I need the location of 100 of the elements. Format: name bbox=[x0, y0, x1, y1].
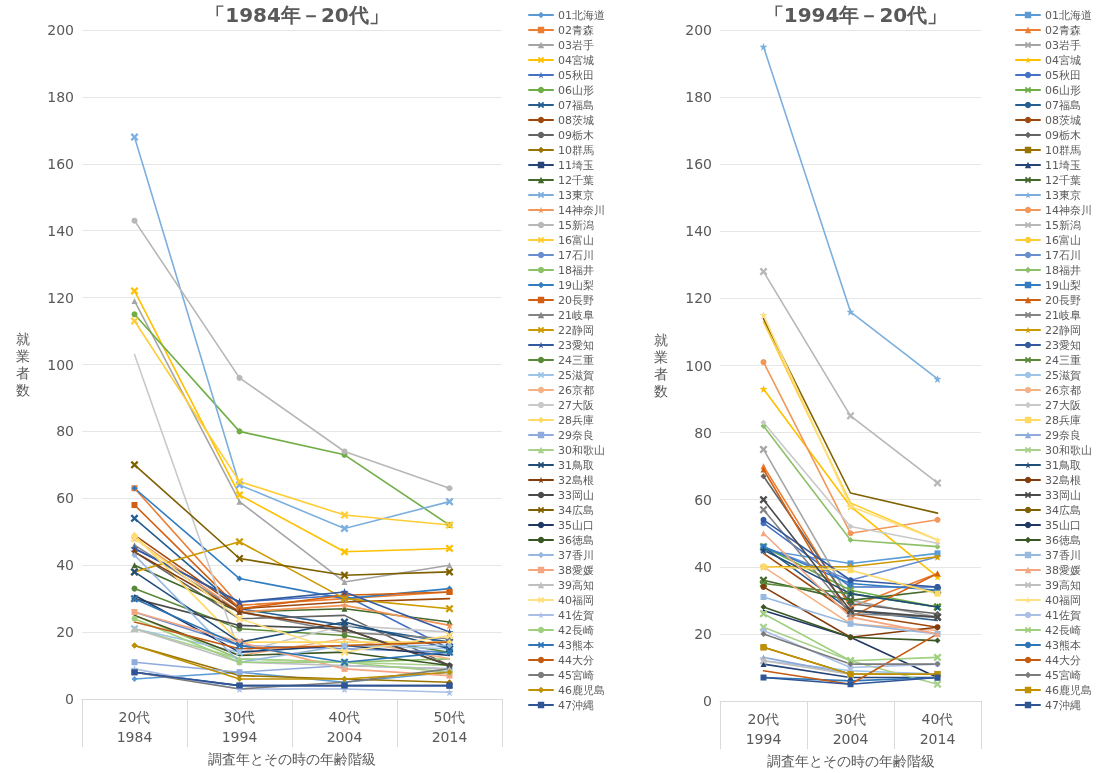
legend-label: 03岩手 bbox=[558, 38, 594, 52]
chart-title: 「1994年－20代」 bbox=[763, 3, 948, 27]
legend-label: 45宮崎 bbox=[1045, 668, 1081, 682]
legend-label: 18福井 bbox=[558, 263, 594, 277]
legend-label: 28兵庫 bbox=[1045, 413, 1081, 427]
legend-label: 01北海道 bbox=[558, 8, 605, 22]
y-axis-title: 就業者数 bbox=[654, 332, 668, 399]
y-tick-label: 180 bbox=[47, 88, 74, 105]
legend-label: 47沖縄 bbox=[1045, 698, 1081, 712]
y-tick-label: 0 bbox=[703, 693, 712, 709]
legend-label: 03岩手 bbox=[1045, 38, 1081, 52]
legend-label: 10群馬 bbox=[1045, 143, 1081, 157]
legend-label: 44大分 bbox=[1045, 653, 1081, 667]
legend-label: 38愛媛 bbox=[1045, 563, 1081, 577]
legend-label: 07福島 bbox=[1045, 98, 1081, 112]
legend-label: 02青森 bbox=[1045, 23, 1081, 37]
legend-label: 34広島 bbox=[558, 503, 594, 517]
y-tick-label: 60 bbox=[694, 491, 712, 508]
legend-label: 20長野 bbox=[558, 293, 594, 307]
legend-label: 22静岡 bbox=[558, 323, 594, 337]
legend-label: 35山口 bbox=[1045, 518, 1081, 532]
x-tick-label: 20代 1994 bbox=[745, 711, 782, 747]
y-tick-label: 160 bbox=[47, 155, 74, 172]
legend-label: 36徳島 bbox=[558, 533, 594, 547]
legend-label: 19山梨 bbox=[1045, 278, 1081, 292]
y-tick-label: 40 bbox=[56, 557, 74, 574]
y-axis-title: 就業者数 bbox=[16, 331, 30, 398]
y-tick-label: 20 bbox=[694, 625, 712, 642]
legend-label: 32島根 bbox=[1045, 473, 1081, 487]
legend-label: 34広島 bbox=[1045, 503, 1081, 517]
y-tick-label: 100 bbox=[47, 356, 74, 373]
legend-label: 24三重 bbox=[1045, 353, 1081, 367]
legend-label: 27大阪 bbox=[1045, 398, 1081, 412]
y-tick-label: 80 bbox=[56, 423, 74, 440]
legend-label: 26京都 bbox=[558, 383, 594, 397]
legend-label: 12千葉 bbox=[558, 173, 594, 187]
legend-label: 31鳥取 bbox=[558, 458, 594, 472]
y-tick-label: 100 bbox=[685, 357, 712, 374]
legend-label: 14神奈川 bbox=[1045, 203, 1092, 217]
legend-label: 33岡山 bbox=[558, 488, 594, 502]
legend-label: 46鹿児島 bbox=[1045, 683, 1092, 697]
legend-label: 42長崎 bbox=[558, 623, 594, 637]
x-tick-label: 40代 2014 bbox=[919, 711, 956, 747]
legend-label: 14神奈川 bbox=[558, 203, 605, 217]
legend-label: 28兵庫 bbox=[558, 413, 594, 427]
x-tick-label: 20代 1984 bbox=[116, 709, 153, 745]
x-axis-title: 調査年とその時の年齢階級 bbox=[766, 752, 935, 769]
legend-label: 04宮城 bbox=[1045, 53, 1081, 67]
y-tick-label: 200 bbox=[47, 22, 74, 38]
legend-label: 20長野 bbox=[1045, 293, 1081, 307]
legend-label: 08茨城 bbox=[558, 113, 594, 127]
legend-label: 25滋賀 bbox=[1045, 368, 1081, 382]
x-tick-label: 30代 1994 bbox=[221, 709, 258, 745]
legend-label: 39高知 bbox=[1045, 578, 1081, 592]
legend-label: 06山形 bbox=[558, 83, 594, 97]
legend-label: 24三重 bbox=[558, 353, 594, 367]
legend-label: 09栃木 bbox=[558, 128, 594, 142]
y-tick-label: 180 bbox=[685, 89, 712, 106]
y-tick-label: 200 bbox=[685, 22, 712, 38]
legend-label: 06山形 bbox=[1045, 83, 1081, 97]
legend-label: 26京都 bbox=[1045, 383, 1081, 397]
legend-label: 10群馬 bbox=[558, 143, 594, 157]
legend-label: 35山口 bbox=[558, 518, 594, 532]
legend-label: 30和歌山 bbox=[1045, 443, 1092, 457]
legend-label: 37香川 bbox=[1045, 548, 1081, 562]
y-tick-label: 0 bbox=[65, 691, 74, 707]
x-axis-title: 調査年とその時の年齢階級 bbox=[208, 750, 376, 767]
legend-label: 07福島 bbox=[558, 98, 594, 112]
y-tick-label: 60 bbox=[56, 490, 74, 507]
y-tick-label: 160 bbox=[685, 156, 712, 173]
legend-label: 44大分 bbox=[558, 653, 594, 667]
y-tick-label: 20 bbox=[56, 624, 74, 641]
legend-label: 17石川 bbox=[558, 248, 594, 262]
legend-label: 31鳥取 bbox=[1045, 458, 1081, 472]
legend-label: 04宮城 bbox=[558, 53, 594, 67]
legend-label: 29奈良 bbox=[1045, 428, 1081, 442]
legend-label: 42長崎 bbox=[1045, 623, 1081, 637]
legend-label: 09栃木 bbox=[1045, 128, 1081, 142]
legend-label: 37香川 bbox=[558, 548, 594, 562]
y-tick-label: 120 bbox=[47, 289, 74, 306]
legend-label: 46鹿児島 bbox=[558, 683, 605, 697]
legend-label: 08茨城 bbox=[1045, 113, 1081, 127]
legend-label: 21岐阜 bbox=[558, 308, 594, 322]
legend-label: 16富山 bbox=[558, 233, 594, 247]
legend-label: 01北海道 bbox=[1045, 8, 1092, 22]
legend-label: 13東京 bbox=[1045, 188, 1081, 202]
legend-label: 17石川 bbox=[1045, 248, 1081, 262]
legend-label: 45宮崎 bbox=[558, 668, 594, 682]
x-tick-label: 50代 2014 bbox=[431, 709, 468, 745]
legend-label: 11埼玉 bbox=[1045, 158, 1081, 172]
y-tick-label: 120 bbox=[685, 290, 712, 307]
legend-label: 16富山 bbox=[1045, 233, 1081, 247]
x-tick-label: 40代 2004 bbox=[326, 709, 363, 745]
legend-label: 29奈良 bbox=[558, 428, 594, 442]
legend-label: 05秋田 bbox=[1045, 68, 1081, 82]
legend-label: 40福岡 bbox=[558, 593, 594, 607]
chart-title: 「1984年－20代」 bbox=[205, 3, 389, 27]
legend-label: 43熊本 bbox=[1045, 638, 1081, 652]
legend-label: 47沖縄 bbox=[558, 698, 594, 712]
legend-label: 33岡山 bbox=[1045, 488, 1081, 502]
